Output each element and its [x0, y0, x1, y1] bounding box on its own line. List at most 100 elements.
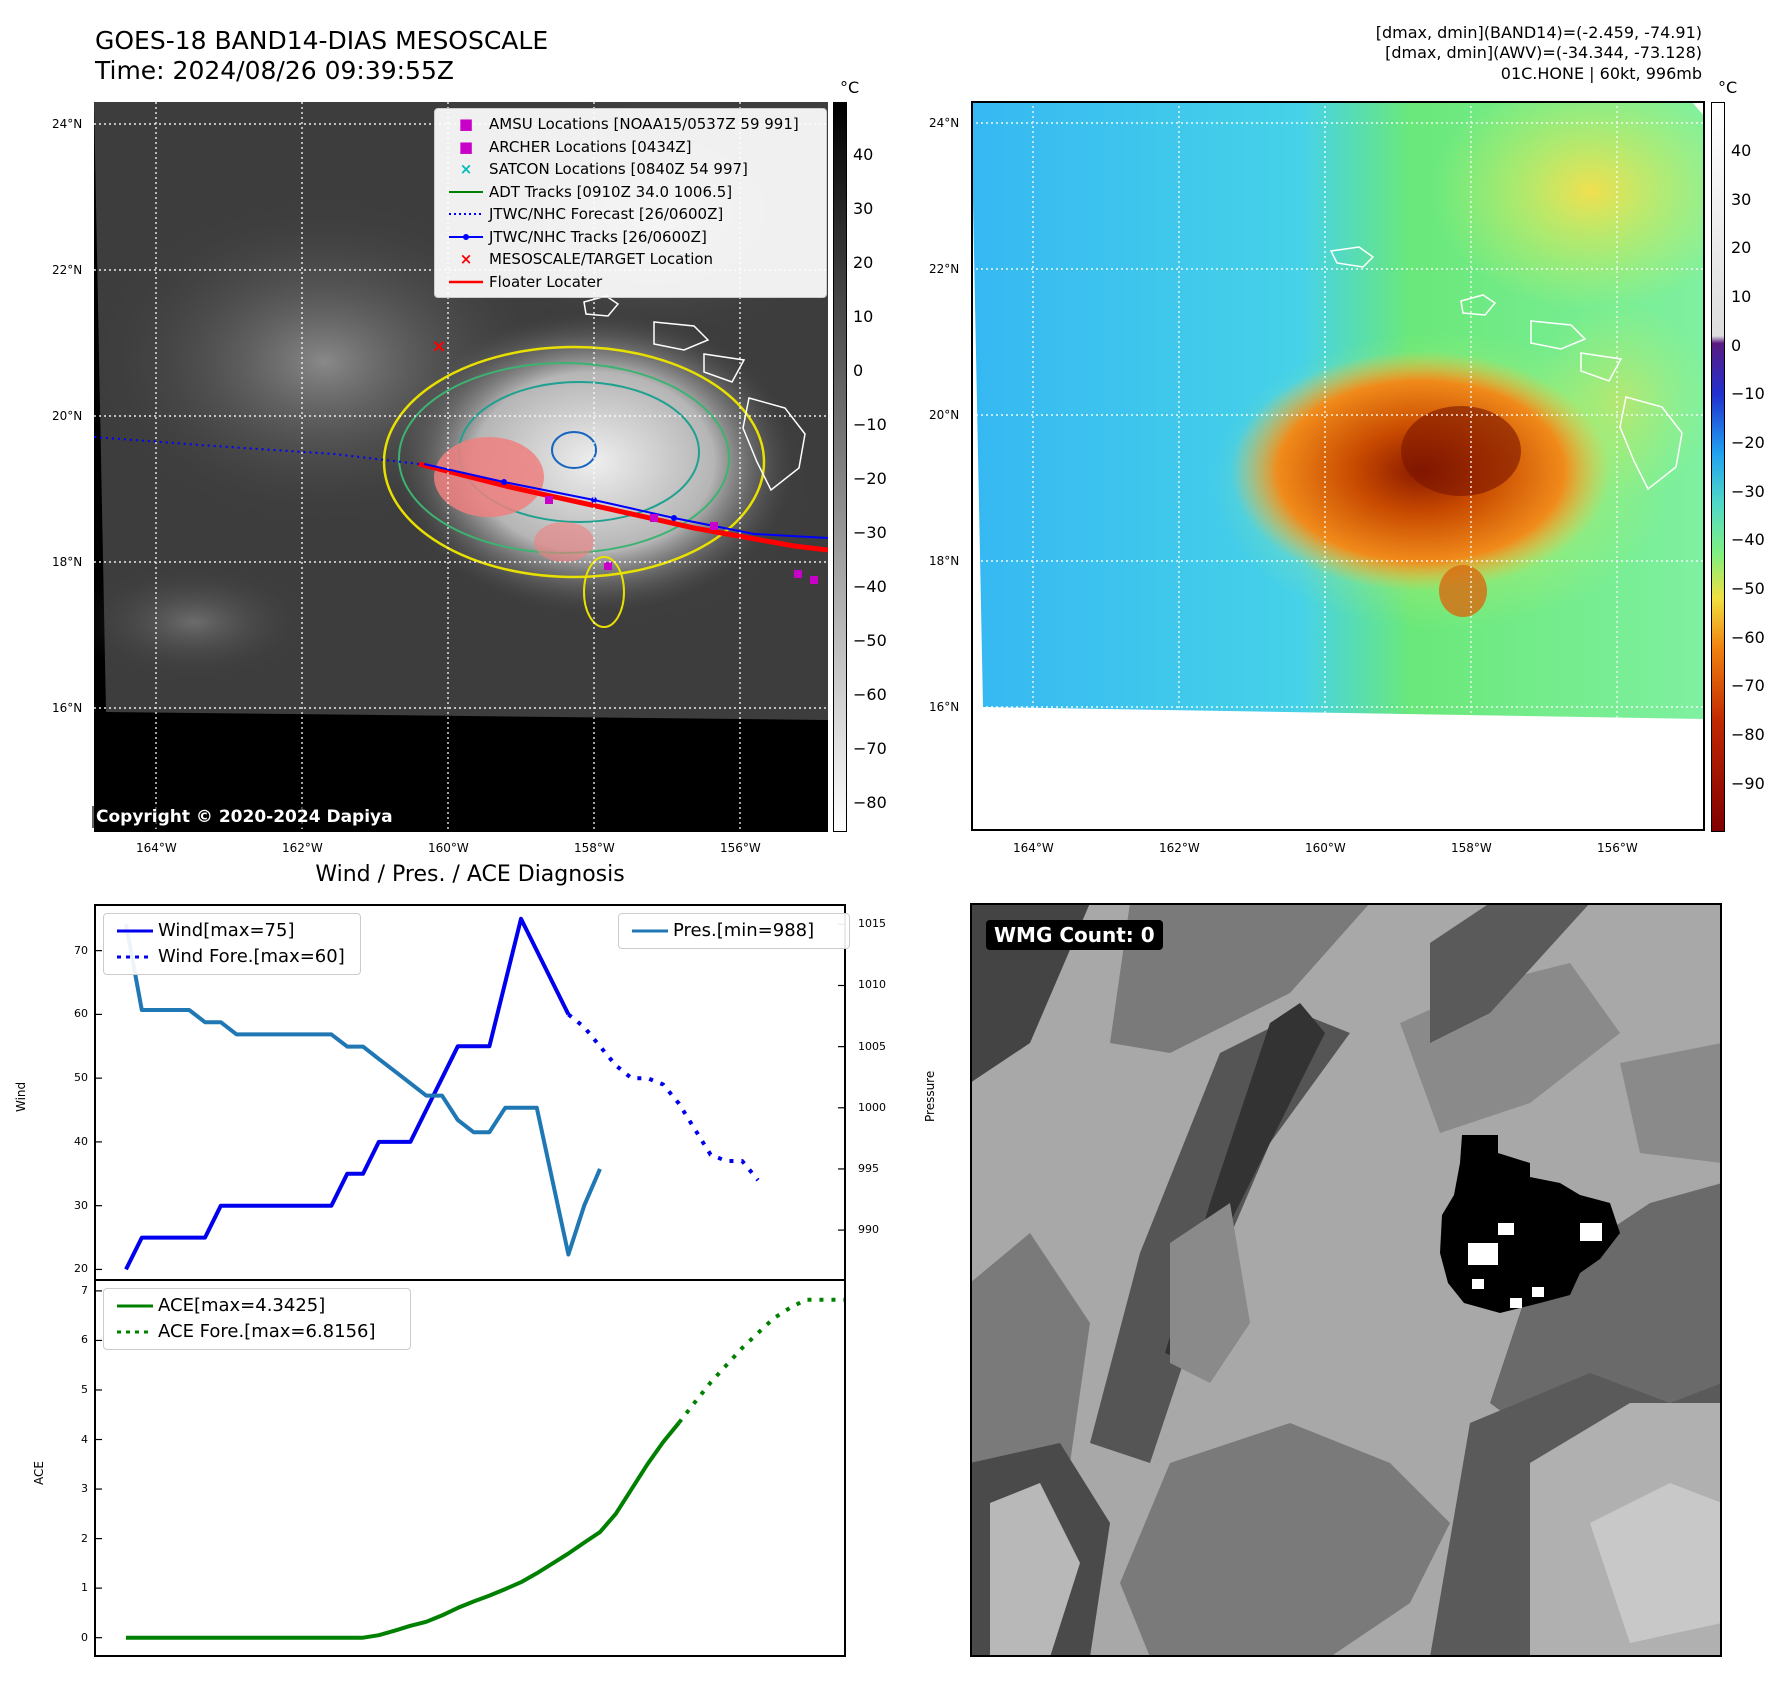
y-tick-label: 1 [81, 1581, 88, 1595]
dotted-line-marker-icon [443, 203, 489, 226]
wv-lat-tick: 22°N [929, 262, 960, 276]
legend-label: Floater Locater [489, 272, 603, 291]
y2-tick-label: 995 [858, 1161, 879, 1175]
legend-item-wind: Wind[max=75] [112, 918, 352, 944]
dotted-line-icon [112, 1319, 158, 1345]
series-line-1 [677, 1297, 844, 1424]
wv-lon-tick: 162°W [1159, 841, 1200, 855]
y-tick-label: 70 [74, 943, 88, 957]
chart-title-line2: Time: 2024/08/26 09:39:55Z [95, 56, 454, 85]
y-tick-label: 4 [81, 1432, 88, 1446]
wv-lon-tick: 158°W [1451, 841, 1492, 855]
square-marker-icon: ■ [458, 115, 474, 133]
solid-line-icon [112, 1293, 158, 1319]
wv-colorbar-tick: −30 [1731, 482, 1765, 501]
ir-lat-tick: 18°N [52, 555, 83, 569]
legend-label: JTWC/NHC Forecast [26/0600Z] [489, 205, 724, 223]
storm-info-line1: [dmax, dmin](BAND14)=(-2.459, -74.91) [1375, 23, 1702, 42]
legend-item-wind-forecast: Wind Fore.[max=60] [112, 944, 352, 970]
ir-colorbar-tick: −20 [853, 469, 887, 488]
wv-colorbar-tick: −10 [1731, 384, 1765, 403]
dot-line-marker-icon [443, 226, 489, 249]
wv-colorbar-tick: −50 [1731, 579, 1765, 598]
y-tick-label: 0 [81, 1630, 88, 1644]
ir-colorbar-tick: 20 [853, 253, 874, 272]
ir-colorbar-tick: −70 [853, 739, 887, 758]
legend-item-satcon: × SATCON Locations [0840Z 54 997] [443, 158, 818, 181]
y2-tick-label: 1000 [858, 1100, 886, 1114]
solid-line-icon [112, 918, 158, 944]
ir-colorbar [833, 102, 847, 832]
ir-colorbar-tick: 40 [853, 145, 874, 164]
legend-item-ace-forecast: ACE Fore.[max=6.8156] [112, 1319, 402, 1345]
series-line-1 [567, 1012, 760, 1182]
legend-label: ACE Fore.[max=6.8156] [158, 1321, 376, 1342]
ace-legend: ACE[max=4.3425] ACE Fore.[max=6.8156] [103, 1288, 411, 1350]
y-tick-label: 7 [81, 1283, 88, 1297]
y-tick-label: 50 [74, 1071, 88, 1085]
legend-label: AMSU Locations [NOAA15/0537Z 59 991] [489, 115, 799, 133]
wv-colorbar-tick: 0 [1731, 336, 1742, 355]
wv-colorbar-tick: −90 [1731, 774, 1765, 793]
legend-label: JTWC/NHC Tracks [26/0600Z] [489, 227, 707, 246]
y-tick-label: 2 [81, 1531, 88, 1545]
legend-label: Pres.[min=988] [673, 920, 815, 941]
ir-lat-tick: 16°N [52, 701, 83, 715]
wind-axis-label: Wind [14, 1081, 28, 1112]
y-tick-label: 60 [74, 1007, 88, 1021]
y-tick-label: 20 [74, 1262, 88, 1276]
ir-colorbar-tick: −40 [853, 577, 887, 596]
y-tick-label: 5 [81, 1382, 88, 1396]
legend-item-pressure: Pres.[min=988] [627, 918, 841, 944]
wv-colorbar-tick: −70 [1731, 676, 1765, 695]
ir-lon-tick: 158°W [574, 841, 615, 855]
diagnosis-title: Wind / Pres. / ACE Diagnosis [315, 862, 625, 887]
wv-colorbar-tick: 30 [1731, 190, 1752, 209]
wv-lon-tick: 164°W [1013, 841, 1054, 855]
wv-colorbar-tick: 20 [1731, 238, 1752, 257]
wv-colorbar-unit: °C [1718, 78, 1738, 97]
legend-label: ACE[max=4.3425] [158, 1295, 326, 1316]
wv-lat-tick: 24°N [929, 116, 960, 130]
wv-lat-tick: 20°N [929, 408, 960, 422]
ace-plot [96, 1290, 844, 1640]
wv-colorbar-tick: 10 [1731, 287, 1752, 306]
y-tick-label: 30 [74, 1198, 88, 1212]
cross-marker-icon: × [459, 160, 473, 178]
y2-tick-label: 1010 [858, 978, 886, 992]
line-marker-icon [443, 271, 489, 294]
chart-title-line1: GOES-18 BAND14-DIAS MESOSCALE [95, 26, 549, 55]
legend-item-ace: ACE[max=4.3425] [112, 1293, 402, 1319]
map-legend: ■ AMSU Locations [NOAA15/0537Z 59 991] ■… [434, 108, 827, 298]
ir-colorbar-tick: 10 [853, 307, 874, 326]
ace-panel [94, 1279, 846, 1657]
wv-lon-tick: 156°W [1597, 841, 1638, 855]
legend-label: SATCON Locations [0840Z 54 997] [489, 160, 748, 178]
wv-colorbar-tick: −40 [1731, 530, 1765, 549]
wv-colorbar-tick: −20 [1731, 433, 1765, 452]
storm-info-line2: [dmax, dmin](AWV)=(-34.344, -73.128) [1385, 43, 1702, 62]
ir-lon-tick: 156°W [720, 841, 761, 855]
copyright-label: Copyright © 2020-2024 Dapiya [92, 806, 397, 828]
ir-lat-tick: 22°N [52, 263, 83, 277]
dotted-line-icon [112, 944, 158, 970]
solid-line-icon [627, 918, 673, 944]
ace-axis-label: ACE [32, 1461, 46, 1485]
ir-lon-tick: 164°W [136, 841, 177, 855]
legend-label: Wind[max=75] [158, 920, 295, 941]
wv-colorbar-tick: −80 [1731, 725, 1765, 744]
y2-tick-label: 1015 [858, 917, 886, 931]
pressure-legend: Pres.[min=988] [618, 913, 850, 949]
square-marker-icon: ■ [458, 137, 474, 156]
ir-lon-tick: 160°W [428, 841, 469, 855]
wv-colorbar-tick: 40 [1731, 141, 1752, 160]
ir-colorbar-tick: −50 [853, 631, 887, 650]
y-tick-label: 40 [74, 1134, 88, 1148]
y-tick-label: 6 [81, 1333, 88, 1347]
y-tick-label: 3 [81, 1482, 88, 1496]
ir-colorbar-tick: −80 [853, 793, 887, 812]
wv-lon-tick: 160°W [1305, 841, 1346, 855]
wind-legend: Wind[max=75] Wind Fore.[max=60] [103, 913, 361, 975]
legend-item-amsu: ■ AMSU Locations [NOAA15/0537Z 59 991] [443, 113, 818, 136]
series-line-2 [124, 923, 602, 1257]
